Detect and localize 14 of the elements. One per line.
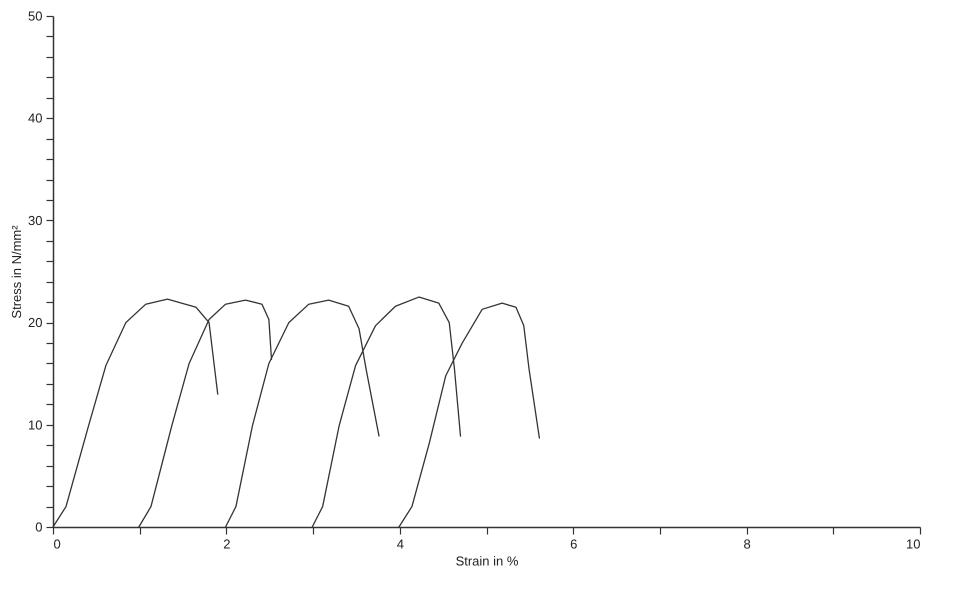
y-tick-label: 0 [35,520,42,534]
y-tick-label: 40 [28,110,42,126]
y-tick-label: 10 [28,417,42,432]
y-tick-label: 30 [28,212,42,228]
x-axis-title: Strain in % [456,554,519,568]
y-tick-label: 50 [28,8,42,24]
y-axis-title: Stress in N/mm² [9,224,24,319]
x-tick-label: 0 [54,536,61,552]
x-tick-label: 2 [223,536,231,552]
x-tick-label: 10 [906,536,920,552]
x-tick-label: 6 [570,536,578,552]
y-tick-label: 20 [28,315,42,330]
x-tick-label: 4 [396,536,404,552]
x-tick-label: 8 [743,536,751,552]
